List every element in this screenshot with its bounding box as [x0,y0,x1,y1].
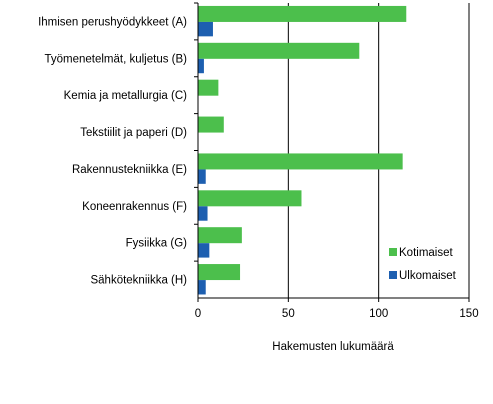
bar-ulkomaiset-7 [198,280,206,295]
bar-ulkomaiset-5 [198,206,208,221]
category-label: Kemia ja metallurgia (C) [64,90,188,102]
category-label: Koneenrakennus (F) [82,201,187,213]
bar-series [198,5,407,295]
bar-kotimaiset-5 [198,190,302,207]
legend-swatch-ulkomaiset [389,271,397,279]
bar-ulkomaiset-4 [198,169,206,184]
category-label: Fysiikka (G) [126,238,188,250]
axes [194,2,470,302]
legend-label-ulkomaiset: Ulkomaiset [399,270,457,282]
legend: Kotimaiset Ulkomaiset [389,247,457,282]
category-label: Työmenetelmät, kuljetus (B) [44,53,187,65]
bar-kotimaiset-3 [198,116,224,133]
bar-kotimaiset-2 [198,79,219,96]
bar-kotimaiset-0 [198,5,407,22]
category-label: Sähkötekniikka (H) [90,275,187,287]
category-label: Tekstiilit ja paperi (D) [80,127,187,139]
bar-kotimaiset-1 [198,42,360,59]
bar-kotimaiset-4 [198,153,403,170]
bar-ulkomaiset-0 [198,21,213,37]
x-axis-title: Hakemusten lukumäärä [272,341,394,353]
bar-ulkomaiset-1 [198,58,204,74]
legend-label-kotimaiset: Kotimaiset [399,247,453,259]
category-label: Rakennustekniikka (E) [72,164,187,176]
x-tick-label: 0 [195,308,201,320]
x-tick-label: 150 [459,308,478,320]
bar-ulkomaiset-6 [198,243,210,258]
x-tick-label: 100 [369,308,388,320]
category-labels: Ihmisen perushyödykkeet (A) Työmenetelmät… [38,16,187,286]
x-tick-labels: 0 50 100 150 [195,308,479,320]
legend-swatch-kotimaiset [389,248,397,256]
bar-kotimaiset-7 [198,264,241,281]
bar-kotimaiset-6 [198,227,242,244]
category-label: Ihmisen perushyödykkeet (A) [38,16,187,28]
x-tick-label: 50 [282,308,295,320]
